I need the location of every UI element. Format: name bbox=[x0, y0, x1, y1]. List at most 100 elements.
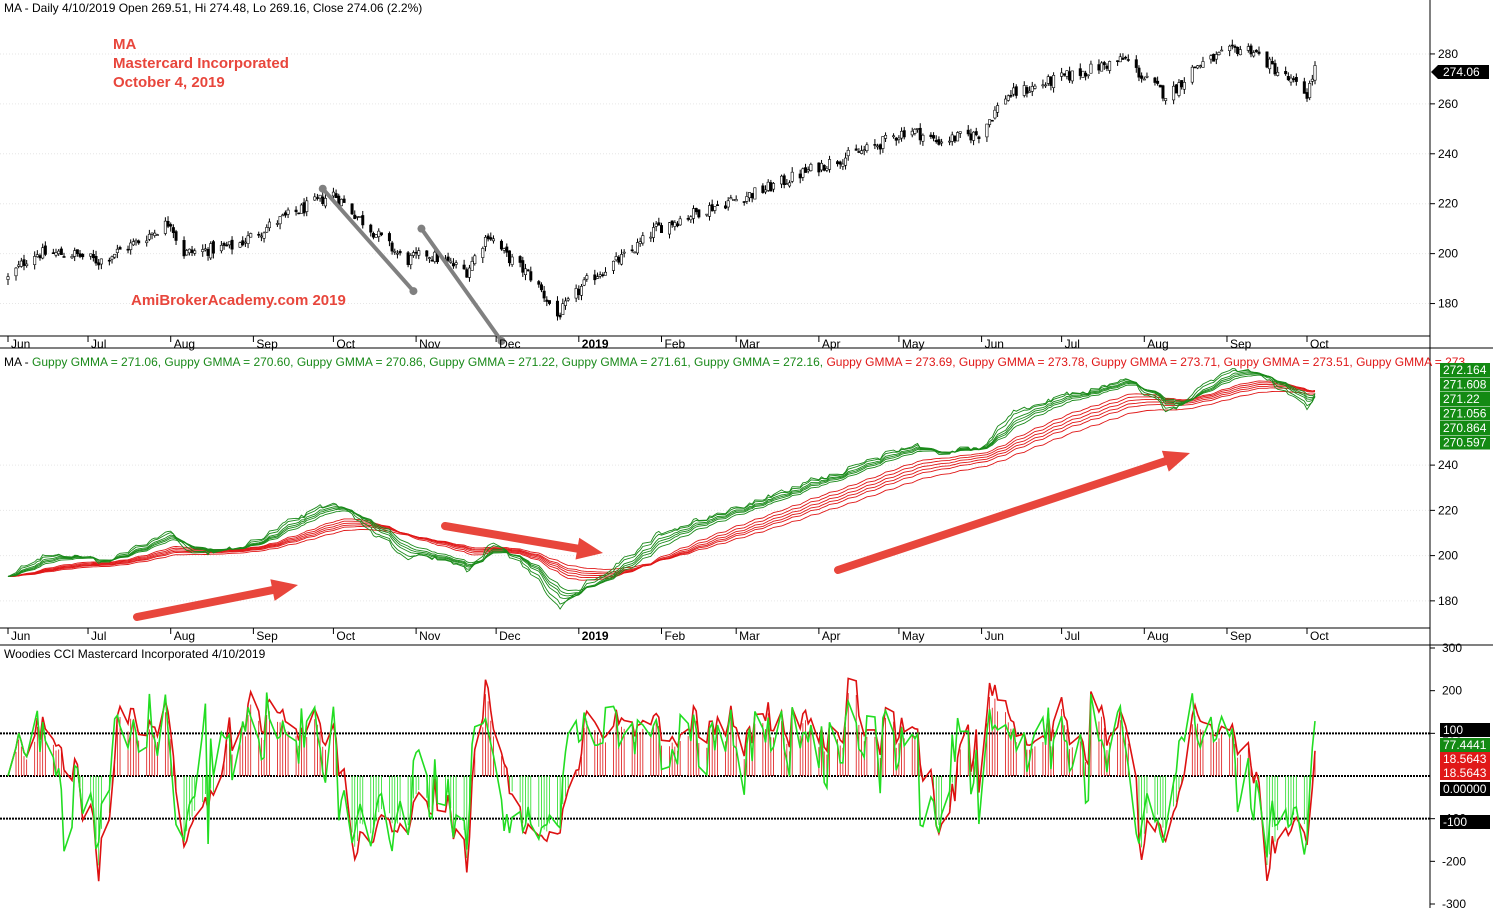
candle-body bbox=[801, 168, 805, 178]
gmma-header-item: Guppy GMMA = 270.86, bbox=[297, 355, 429, 369]
month-label: Oct bbox=[336, 337, 355, 351]
candle-body bbox=[993, 109, 997, 119]
month-label: Sep bbox=[256, 629, 278, 643]
candle-body bbox=[921, 134, 925, 142]
candle-body bbox=[19, 260, 23, 267]
trend-arrows bbox=[133, 450, 1190, 621]
candle-body bbox=[1236, 47, 1240, 55]
trend-arrow-shaft bbox=[133, 586, 277, 621]
candle-body bbox=[1041, 84, 1045, 87]
candle-body bbox=[355, 216, 359, 218]
candle-body bbox=[150, 232, 154, 235]
candle-body bbox=[361, 215, 365, 226]
candle-body bbox=[97, 262, 101, 266]
month-label: Feb bbox=[665, 629, 686, 643]
candle-body bbox=[676, 223, 680, 227]
gmma-badge-label: 270.864 bbox=[1443, 421, 1487, 435]
candle-body bbox=[1142, 78, 1146, 81]
candle-body bbox=[1062, 73, 1066, 76]
trend-line bbox=[419, 227, 504, 343]
candle-body bbox=[1249, 45, 1253, 55]
candle-body bbox=[1014, 86, 1018, 96]
price-header: MA - Daily 4/10/2019 Open 269.51, Hi 274… bbox=[4, 1, 422, 15]
candle-body bbox=[753, 187, 757, 200]
candle-body bbox=[918, 127, 922, 141]
last-price-badge: 274.06 bbox=[1431, 65, 1489, 79]
candle-body bbox=[996, 105, 1000, 113]
candle-body bbox=[577, 288, 581, 296]
candle-body bbox=[804, 167, 808, 173]
cci-lines bbox=[7, 677, 1316, 882]
candle-body bbox=[411, 252, 415, 256]
candle-body bbox=[913, 128, 917, 134]
candle-body bbox=[542, 290, 546, 299]
candle-body bbox=[622, 251, 626, 254]
candle-body bbox=[62, 256, 66, 258]
candle-body bbox=[892, 135, 896, 138]
candle-body bbox=[900, 131, 904, 139]
candle-body bbox=[1078, 68, 1082, 76]
candle-body bbox=[876, 145, 880, 148]
candle-body bbox=[1265, 51, 1269, 68]
candle-body bbox=[1252, 52, 1256, 57]
candle-body bbox=[822, 164, 826, 171]
y-tick-label: 200 bbox=[1438, 549, 1458, 563]
candle-body bbox=[916, 128, 920, 130]
candle-body bbox=[481, 248, 485, 258]
candle-body bbox=[14, 267, 18, 277]
price-panel[interactable]: MA - Daily 4/10/2019 Open 269.51, Hi 274… bbox=[0, 1, 1489, 351]
month-label: Aug bbox=[1147, 629, 1168, 643]
candle-body bbox=[563, 300, 567, 306]
candle-body bbox=[566, 298, 570, 301]
candle-body bbox=[369, 224, 373, 233]
candle-body bbox=[734, 199, 738, 202]
candle-body bbox=[153, 232, 157, 236]
candle-body bbox=[932, 135, 936, 139]
month-label: Apr bbox=[822, 337, 841, 351]
gmma-header-item: Guppy GMMA = 273.71, bbox=[1091, 355, 1223, 369]
watermark-label: AmiBrokerAcademy.com 2019 bbox=[131, 292, 346, 309]
candle-body bbox=[294, 209, 298, 212]
candle-body bbox=[211, 241, 215, 254]
trend-line-end bbox=[409, 287, 418, 296]
candle-body bbox=[1134, 59, 1138, 68]
candle-body bbox=[206, 249, 210, 256]
cci-panel[interactable]: Woodies CCI Mastercard Incorporated 4/10… bbox=[0, 641, 1490, 908]
candle-body bbox=[585, 275, 589, 280]
candle-body bbox=[1273, 63, 1277, 75]
candle-body bbox=[57, 250, 61, 255]
candle-body bbox=[486, 235, 490, 240]
candle-body bbox=[825, 167, 829, 171]
candle-body bbox=[41, 247, 45, 259]
candle-body bbox=[230, 239, 234, 250]
gmma-header-prefix: MA - bbox=[4, 355, 32, 369]
month-label: Nov bbox=[419, 629, 440, 643]
candle-body bbox=[467, 267, 471, 278]
month-label: Apr bbox=[822, 629, 841, 643]
gmma-panel[interactable]: MA - Guppy GMMA = 271.06, Guppy GMMA = 2… bbox=[0, 355, 1490, 643]
trend-arrow-head bbox=[270, 579, 298, 601]
candle-body bbox=[358, 216, 362, 218]
candle-body bbox=[1081, 70, 1085, 78]
candle-body bbox=[318, 194, 322, 199]
candle-body bbox=[406, 252, 410, 265]
candle-body bbox=[1257, 51, 1261, 54]
candle-body bbox=[881, 136, 885, 149]
candle-body bbox=[716, 204, 720, 206]
candle-body bbox=[1158, 84, 1162, 88]
gmma-short-line bbox=[7, 372, 1316, 597]
candle-body bbox=[155, 234, 159, 236]
candle-body bbox=[523, 268, 527, 275]
gmma-header-item: Guppy GMMA = 271.22, bbox=[429, 355, 561, 369]
candle-body bbox=[689, 216, 693, 221]
gmma-badge bbox=[1440, 406, 1490, 421]
candle-body bbox=[561, 303, 565, 315]
candle-body bbox=[897, 137, 901, 140]
candle-body bbox=[657, 222, 661, 226]
candle-body bbox=[841, 163, 845, 167]
candle-body bbox=[1161, 85, 1165, 99]
gmma-short-line bbox=[7, 373, 1316, 595]
candle-body bbox=[1220, 49, 1224, 52]
